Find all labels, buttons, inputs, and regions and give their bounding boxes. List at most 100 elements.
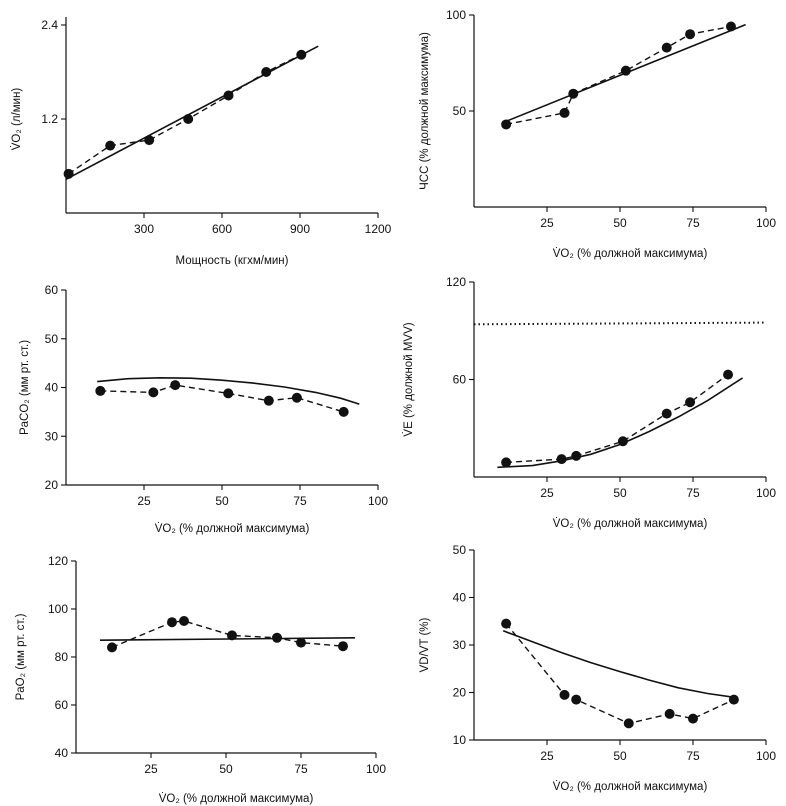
data-point xyxy=(261,67,272,77)
data-point xyxy=(728,694,739,705)
data-point xyxy=(291,392,302,403)
y-tick-label: 60 xyxy=(55,698,69,712)
x-tick-label: 75 xyxy=(686,486,700,500)
data-point xyxy=(568,88,579,99)
x-axis-title: Мощность (кгхм/мин) xyxy=(176,255,289,267)
data-point xyxy=(105,140,116,151)
x-axis-title: V̇O₂ (% должной максимума) xyxy=(155,522,310,535)
data-point xyxy=(661,42,672,53)
y-axis-title: V̇E (% должной MVV) xyxy=(402,322,415,436)
y-tick-label: 30 xyxy=(45,429,59,443)
y-tick-label: 120 xyxy=(48,554,68,568)
data-point xyxy=(223,388,234,399)
y-axis-title: PaO₂ (мм рт. ст.) xyxy=(15,613,27,700)
y-tick-label: 60 xyxy=(453,373,467,387)
data-point xyxy=(167,617,177,628)
panel-paco2: 25 50 75 100 20 30 40 50 60 V̇O₂ (% должной макси… xyxy=(19,283,388,535)
data-point xyxy=(664,708,675,719)
y-tick-label: 2.4 xyxy=(41,18,58,32)
y-tick-label: 100 xyxy=(48,602,68,616)
y-tick-label: 40 xyxy=(453,591,467,605)
data-point xyxy=(623,718,634,729)
y-tick-label: 120 xyxy=(446,275,466,289)
x-tick-label: 50 xyxy=(219,762,233,776)
data-point xyxy=(227,630,237,641)
data-point xyxy=(95,385,106,396)
axes: 25 50 75 100 10 20 30 40 50 xyxy=(453,543,777,763)
series-dashed-line xyxy=(505,623,735,725)
x-tick-label: 75 xyxy=(293,494,307,508)
data-point xyxy=(617,436,628,447)
y-tick-label: 50 xyxy=(453,543,467,557)
data-point xyxy=(148,387,159,398)
series-solid-line xyxy=(65,45,319,181)
x-tick-label: 25 xyxy=(144,762,158,776)
axes: 25 50 75 100 40 60 80 100 120 xyxy=(48,554,386,776)
y-axis-title: V̇O₂ (л/мин) xyxy=(10,88,23,151)
y-tick-label: 50 xyxy=(453,104,467,118)
data-point xyxy=(725,21,736,32)
data-point xyxy=(296,49,307,60)
panel-ve: 25 50 75 100 60 120 V̇O₂ (% должной максимума)… xyxy=(402,275,776,530)
data-point xyxy=(338,641,348,652)
x-tick-label: 1200 xyxy=(365,222,392,236)
x-axis-title: V̇O₂ (% должной максимума) xyxy=(553,247,708,260)
data-point xyxy=(296,637,306,648)
series-solid-line xyxy=(502,630,737,699)
data-point xyxy=(272,632,282,643)
data-point xyxy=(661,408,672,419)
axes: 25 50 75 100 50 100 xyxy=(446,8,776,230)
data-point xyxy=(263,395,274,406)
x-tick-label: 25 xyxy=(137,494,151,508)
data-point xyxy=(501,119,512,130)
data-point xyxy=(571,450,582,461)
x-tick-label: 100 xyxy=(756,216,776,230)
y-axis-title: PaCO₂ (мм рт. ст.) xyxy=(19,340,31,435)
data-point xyxy=(144,135,155,146)
x-axis-title: V̇O₂ (% должной максимума) xyxy=(553,517,708,530)
x-tick-label: 50 xyxy=(613,486,627,500)
series-solid-line xyxy=(97,376,360,405)
x-tick-label: 100 xyxy=(756,749,776,763)
x-tick-label: 25 xyxy=(540,216,554,230)
y-tick-label: 80 xyxy=(55,650,69,664)
x-axis-title: V̇O₂ (% должной максимума) xyxy=(553,780,708,793)
data-point xyxy=(183,114,194,124)
y-tick-label: 20 xyxy=(453,686,467,700)
x-tick-label: 300 xyxy=(134,222,154,236)
data-point xyxy=(723,369,734,380)
x-tick-label: 25 xyxy=(540,486,554,500)
x-tick-label: 900 xyxy=(290,222,310,236)
y-axis-title: ЧСС (% должной максимума) xyxy=(419,32,431,190)
data-point xyxy=(620,65,631,76)
series-solid-line xyxy=(497,377,744,469)
data-point xyxy=(556,454,567,465)
data-point xyxy=(170,380,181,391)
data-point xyxy=(501,618,512,629)
panel-vo2: 300 600 900 1200 1.2 2.4 Мощность (кгхм/мин) V̇… xyxy=(10,17,392,267)
axes: 25 50 75 100 20 30 40 50 60 xyxy=(45,283,389,508)
data-point xyxy=(338,406,349,417)
axes: 300 600 900 1200 1.2 2.4 xyxy=(41,17,392,236)
x-tick-label: 25 xyxy=(540,749,554,763)
panel-vdvt: 25 50 75 100 10 20 30 40 50 V̇O₂ (% должной макси… xyxy=(419,543,776,793)
x-tick-label: 75 xyxy=(686,749,700,763)
series-solid-line xyxy=(99,637,356,641)
axes: 25 50 75 100 60 120 xyxy=(446,275,776,500)
x-tick-label: 75 xyxy=(686,216,700,230)
y-tick-label: 30 xyxy=(453,638,467,652)
y-tick-label: 100 xyxy=(446,8,466,22)
x-tick-label: 100 xyxy=(366,762,386,776)
panel-hr: 25 50 75 100 50 100 V̇O₂ (% должной максимума)… xyxy=(419,8,776,260)
data-point xyxy=(559,689,570,700)
y-tick-label: 10 xyxy=(453,733,467,747)
data-point xyxy=(688,713,698,724)
y-tick-label: 40 xyxy=(55,746,69,760)
series-dashed-line xyxy=(100,384,344,413)
y-tick-label: 20 xyxy=(45,478,59,492)
data-point xyxy=(685,29,696,40)
x-tick-label: 50 xyxy=(215,494,229,508)
y-tick-label: 40 xyxy=(45,381,59,395)
data-point xyxy=(559,107,570,118)
